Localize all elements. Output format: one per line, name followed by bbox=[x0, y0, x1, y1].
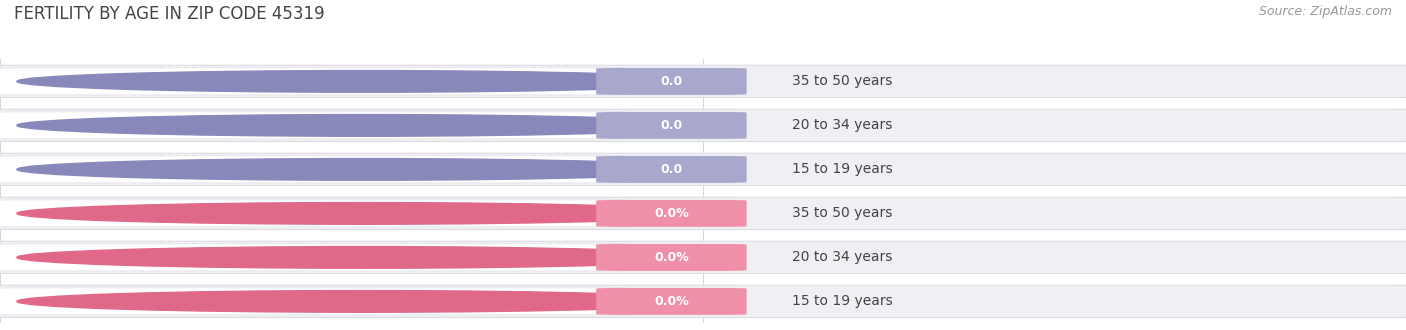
FancyBboxPatch shape bbox=[0, 285, 1406, 317]
FancyBboxPatch shape bbox=[0, 65, 1406, 98]
Circle shape bbox=[17, 115, 710, 136]
Text: 0.0: 0.0 bbox=[661, 75, 682, 88]
Circle shape bbox=[17, 247, 710, 268]
Circle shape bbox=[17, 290, 710, 312]
FancyBboxPatch shape bbox=[0, 241, 1406, 274]
FancyBboxPatch shape bbox=[596, 288, 747, 315]
Text: Source: ZipAtlas.com: Source: ZipAtlas.com bbox=[1258, 5, 1392, 18]
FancyBboxPatch shape bbox=[596, 68, 747, 95]
FancyBboxPatch shape bbox=[596, 200, 747, 227]
FancyBboxPatch shape bbox=[0, 68, 633, 95]
Text: 0.0%: 0.0% bbox=[654, 295, 689, 308]
FancyBboxPatch shape bbox=[0, 112, 633, 139]
Text: 0.0%: 0.0% bbox=[654, 251, 689, 264]
FancyBboxPatch shape bbox=[0, 197, 1406, 230]
FancyBboxPatch shape bbox=[0, 244, 633, 271]
Text: 20 to 34 years: 20 to 34 years bbox=[792, 118, 891, 132]
Text: 15 to 19 years: 15 to 19 years bbox=[792, 162, 893, 177]
Circle shape bbox=[17, 158, 710, 180]
Text: 0.0: 0.0 bbox=[661, 163, 682, 176]
FancyBboxPatch shape bbox=[596, 112, 747, 139]
FancyBboxPatch shape bbox=[596, 156, 747, 183]
Circle shape bbox=[17, 71, 710, 92]
Text: 0.0: 0.0 bbox=[661, 119, 682, 132]
FancyBboxPatch shape bbox=[0, 156, 633, 183]
Text: FERTILITY BY AGE IN ZIP CODE 45319: FERTILITY BY AGE IN ZIP CODE 45319 bbox=[14, 5, 325, 23]
Circle shape bbox=[17, 203, 710, 224]
Text: 0.0%: 0.0% bbox=[654, 207, 689, 220]
Text: 35 to 50 years: 35 to 50 years bbox=[792, 74, 891, 88]
FancyBboxPatch shape bbox=[596, 244, 747, 271]
FancyBboxPatch shape bbox=[0, 288, 633, 315]
Text: 15 to 19 years: 15 to 19 years bbox=[792, 294, 893, 309]
FancyBboxPatch shape bbox=[0, 153, 1406, 185]
Text: 20 to 34 years: 20 to 34 years bbox=[792, 250, 891, 264]
FancyBboxPatch shape bbox=[0, 109, 1406, 142]
Text: 35 to 50 years: 35 to 50 years bbox=[792, 206, 891, 220]
FancyBboxPatch shape bbox=[0, 200, 633, 227]
